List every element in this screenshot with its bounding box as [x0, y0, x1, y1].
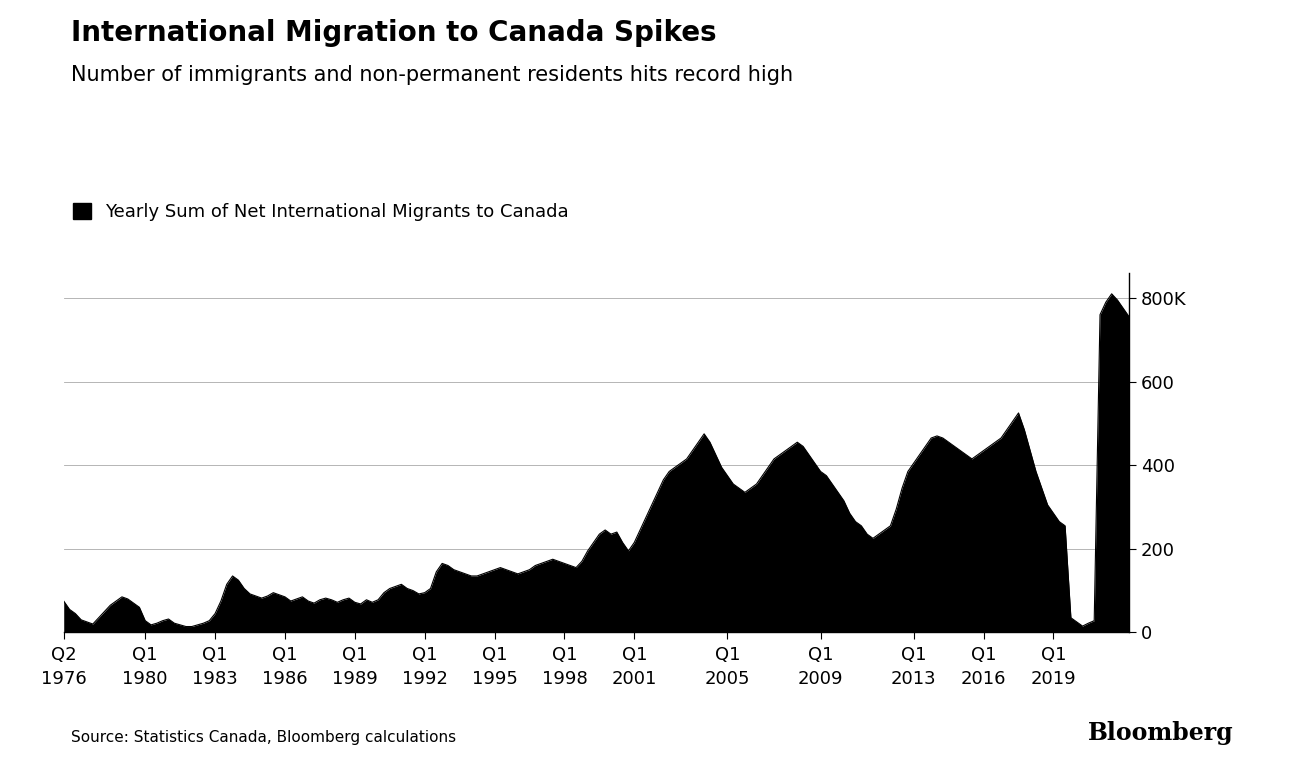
Text: Bloomberg: Bloomberg	[1088, 721, 1234, 745]
Text: Source: Statistics Canada, Bloomberg calculations: Source: Statistics Canada, Bloomberg cal…	[71, 730, 456, 745]
Text: International Migration to Canada Spikes: International Migration to Canada Spikes	[71, 19, 717, 47]
Legend: Yearly Sum of Net International Migrants to Canada: Yearly Sum of Net International Migrants…	[72, 203, 568, 221]
Text: Number of immigrants and non-permanent residents hits record high: Number of immigrants and non-permanent r…	[71, 65, 793, 85]
